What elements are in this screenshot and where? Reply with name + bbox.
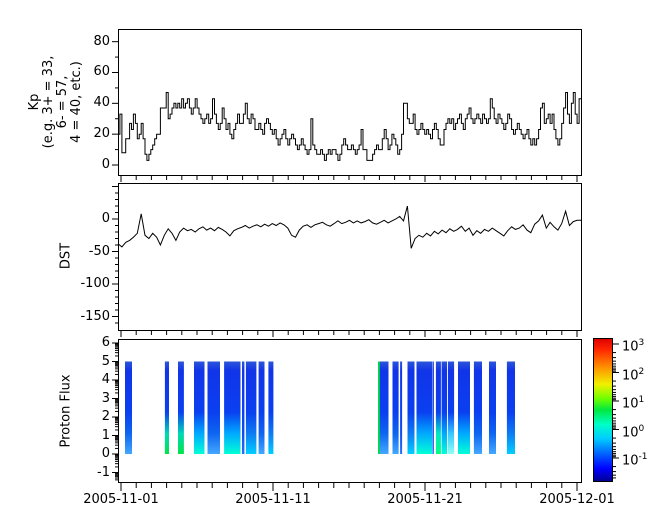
proton-flux-bar	[207, 361, 220, 454]
pf-ytick-label: 2	[101, 409, 110, 424]
proton-flux-bar	[178, 361, 184, 454]
colorbar-tick-label: 100	[622, 423, 645, 440]
xtick-label: 2005-12-01	[539, 492, 615, 507]
pf-ytick-label: 6	[101, 335, 110, 350]
panel-frame	[118, 339, 582, 483]
pf-ytick-label: 5	[101, 353, 110, 369]
dst-series	[117, 205, 581, 249]
proton-flux-bar	[489, 361, 496, 454]
proton-flux-bar	[378, 361, 389, 454]
proton-flux-bar	[473, 361, 482, 454]
pf-ytick-label: 1	[101, 427, 110, 443]
proton-flux-bar-green-edge	[378, 361, 380, 454]
kp-ytick-label: 80	[93, 33, 110, 49]
proton-flux-bar	[258, 361, 265, 454]
proton-flux-bar	[458, 361, 470, 454]
colorbar-tick-exponent: -1	[638, 452, 648, 462]
proton-flux-bar	[268, 361, 274, 454]
proton-flux-bar	[224, 361, 241, 454]
proton-flux-bar	[441, 361, 448, 454]
proton-flux-bar	[400, 361, 403, 454]
proton-flux-bar	[432, 361, 434, 454]
colorbar-tick-label: 101	[622, 395, 645, 412]
colorbar-tick-label: 102	[622, 366, 645, 383]
pf-ytick-label: 3	[101, 390, 110, 406]
panel-frames	[118, 29, 582, 483]
kp-ytick-label: 20	[93, 126, 110, 142]
colorbar-tick-label: 10-1	[622, 452, 648, 469]
proton-flux-bar	[416, 361, 432, 454]
xtick-label: 2005-11-21	[387, 492, 463, 507]
colorbar-tick-exponent: 3	[638, 338, 645, 348]
proton-flux-bar	[242, 361, 245, 454]
xtick-label: 2005-11-01	[83, 492, 159, 507]
colorbar-tick-exponent: 2	[638, 366, 645, 377]
proton-flux-bars	[125, 361, 515, 454]
proton-flux-bar	[407, 361, 415, 454]
panel-frame	[118, 29, 582, 176]
proton-flux-bar	[435, 361, 441, 454]
proton-flux-bar	[164, 361, 169, 454]
dst-ytick-label: -100	[80, 276, 110, 291]
kp-series	[118, 92, 581, 161]
proton-flux-bar	[506, 361, 515, 454]
proton-flux-bar	[245, 361, 257, 454]
colorbar	[593, 338, 619, 482]
panel-frame	[118, 183, 582, 331]
kp-ytick-label: 60	[93, 64, 110, 80]
proton-flux-bar	[194, 361, 205, 454]
colorbar-tick-exponent: 1	[638, 395, 645, 405]
y-ticks	[112, 41, 118, 481]
colorbar-tick-exponent: 0	[638, 423, 645, 434]
pf-ytick-label: -1	[97, 464, 110, 480]
dst-ytick-label: -50	[88, 243, 110, 259]
colorbar-tick-label: 103	[622, 338, 645, 355]
proton-flux-bar	[448, 361, 455, 454]
dst-ytick-label: -150	[80, 308, 110, 324]
kp-ytick-label: 40	[93, 95, 110, 111]
dst-ytick-label: 0	[101, 211, 110, 226]
pf-ytick-label: 4	[101, 372, 110, 387]
kp-line	[118, 92, 581, 161]
x-ticks	[120, 176, 578, 491]
proton-flux-bar	[392, 361, 399, 454]
pf-ytick-label: 0	[101, 446, 110, 461]
xtick-label: 2005-11-11	[235, 492, 311, 507]
kp-ytick-label: 0	[101, 157, 110, 172]
colorbar-gradient	[593, 338, 613, 482]
dst-line	[117, 205, 581, 249]
proton-flux-bar	[125, 361, 132, 454]
